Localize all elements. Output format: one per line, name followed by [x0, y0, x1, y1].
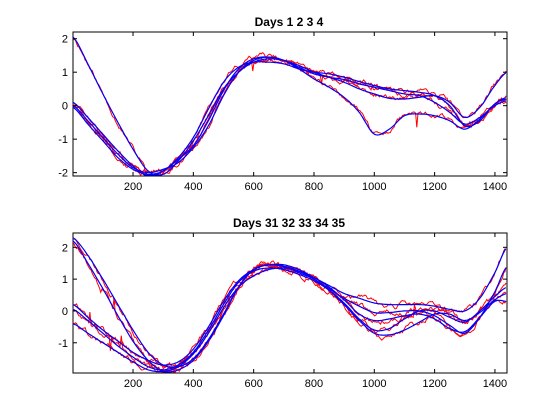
x-tick-label: 400	[184, 181, 202, 193]
x-tick-label: 1200	[422, 378, 446, 390]
axes-box	[72, 232, 508, 374]
x-tick-label: 800	[305, 378, 323, 390]
y-tick-label: 2	[62, 34, 68, 46]
x-tick-label: 800	[305, 181, 323, 193]
raw-series-3	[72, 57, 507, 174]
curves	[72, 36, 507, 176]
smooth-series-5	[72, 267, 507, 371]
x-tick-label: 200	[124, 181, 142, 193]
x-tick-label: 400	[184, 378, 202, 390]
ticks: 200 400 600 800 1000 1200 1400 -1 0 1 2	[58, 233, 507, 390]
y-tick-label: 1	[62, 67, 68, 79]
smooth-series-4	[72, 56, 506, 176]
y-tick-label: 0	[62, 101, 68, 113]
y-tick-label: 2	[62, 242, 68, 254]
x-tick-label: 1400	[483, 181, 507, 193]
y-tick-label: 0	[62, 306, 68, 318]
raw-series-5	[72, 263, 507, 372]
smooth-series-1	[72, 237, 507, 368]
x-tick-label: 200	[124, 378, 142, 390]
curves	[72, 237, 507, 373]
smooth-series-2	[72, 61, 506, 176]
x-tick-label: 1000	[362, 181, 386, 193]
smooth-series-4	[72, 267, 506, 373]
x-tick-label: 1200	[422, 181, 446, 193]
subplot-days-1-4: Days 1 2 3 4 200 400 600 800 1000 1200 1400 -2 -…	[58, 15, 508, 193]
subplot-title: Days 31 32 33 34 35	[233, 216, 345, 230]
ticks: 200 400 600 800 1000 1200 1400 -2 -1 0 1 2	[58, 32, 507, 193]
y-tick-label: 1	[62, 274, 68, 286]
subplot-days-31-35: Days 31 32 33 34 35 200 400 600 800 1000 1200…	[58, 216, 508, 390]
y-tick-label: -2	[58, 168, 68, 180]
y-tick-label: -1	[58, 338, 68, 350]
x-tick-label: 1000	[362, 378, 386, 390]
x-tick-label: 600	[244, 181, 262, 193]
axes-box	[72, 31, 508, 177]
y-tick-label: -1	[58, 134, 68, 146]
x-tick-label: 1400	[483, 378, 507, 390]
x-tick-label: 600	[244, 378, 262, 390]
subplot-title: Days 1 2 3 4	[255, 15, 324, 29]
